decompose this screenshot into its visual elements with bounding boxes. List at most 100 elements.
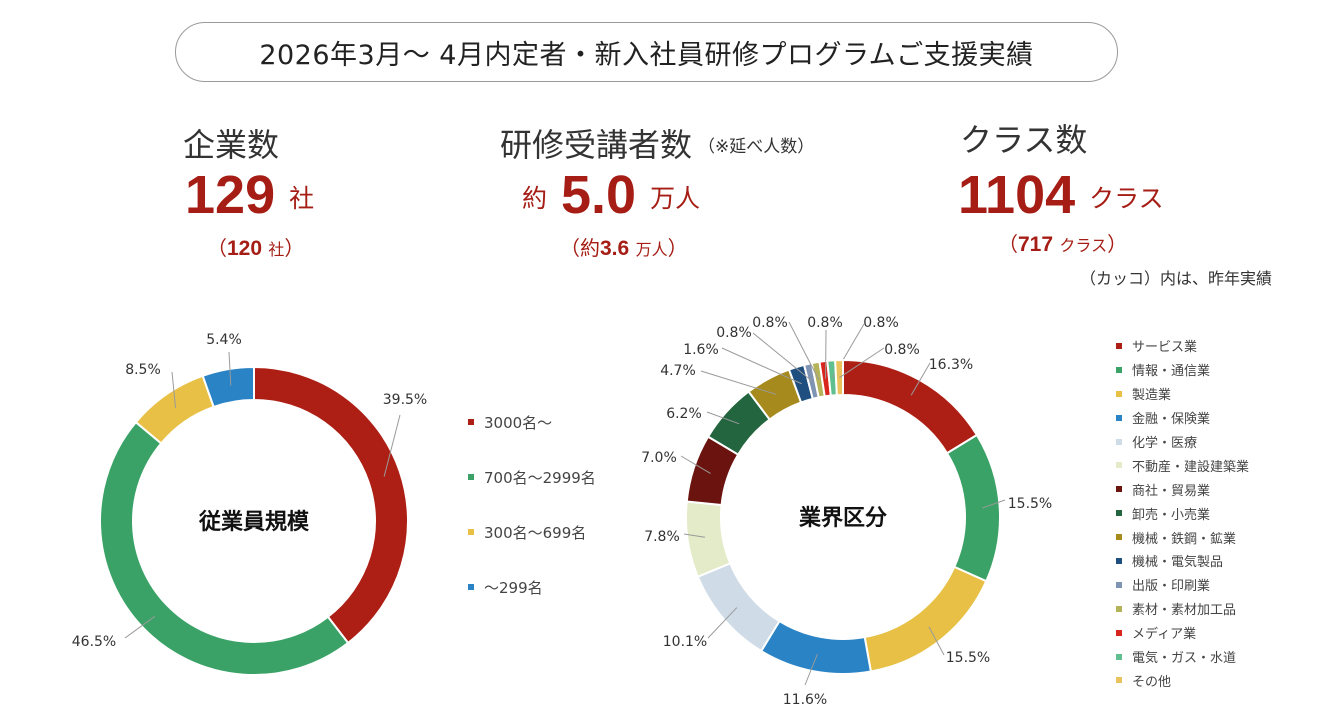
- legend-swatch: [1116, 581, 1122, 588]
- leader-line: [707, 607, 738, 639]
- data-label: 7.8%: [644, 529, 680, 545]
- donut-slice: [685, 500, 732, 578]
- legend-item: 機械・鉄鋼・鉱業: [1116, 525, 1249, 549]
- employee-size-chart-title: 従業員規模: [198, 509, 310, 535]
- classes-previous: （717 クラス）: [998, 228, 1127, 257]
- leader-line: [928, 626, 945, 656]
- data-label: 5.4%: [206, 332, 242, 348]
- legend-label: 化学・医療: [1132, 436, 1198, 451]
- data-label: 6.2%: [666, 406, 702, 422]
- legend-label: 商社・貿易業: [1132, 483, 1211, 499]
- legend-label: メディア業: [1132, 627, 1197, 643]
- leader-line: [683, 533, 706, 538]
- legend-swatch: [1116, 510, 1122, 517]
- data-label: 1.6%: [683, 342, 719, 358]
- donut-slice: [834, 358, 844, 397]
- companies-prev-unit: 社: [268, 240, 285, 259]
- participants-label: 研修受講者数: [500, 126, 693, 164]
- legend-label: 金融・保険業: [1132, 412, 1211, 428]
- data-label: 39.5%: [383, 392, 427, 408]
- participants-prefix: 約: [522, 184, 548, 213]
- leader-line: [910, 362, 931, 396]
- data-label: 0.8%: [716, 325, 752, 341]
- legend-swatch: [1116, 653, 1122, 660]
- legend-swatch: [1116, 438, 1122, 445]
- classes-unit: クラス: [1089, 184, 1164, 213]
- data-label: 15.5%: [946, 650, 990, 666]
- participants-value-row: 約 5.0 万人: [522, 164, 700, 226]
- classes-prev-open: （: [998, 232, 1018, 256]
- data-label: 0.8%: [807, 315, 843, 331]
- participants-prev-open: （約: [560, 236, 600, 260]
- legend-item: その他: [1116, 668, 1249, 692]
- legend-swatch: [468, 584, 474, 590]
- participants-prev-close: ）: [667, 236, 688, 260]
- legend-swatch: [1116, 414, 1122, 421]
- legend-label: 機械・電気製品: [1132, 555, 1224, 571]
- legend-swatch: [1116, 486, 1122, 493]
- donut-slice: [253, 365, 409, 645]
- leader-line: [383, 414, 401, 477]
- legend-item: 3000名～: [468, 412, 596, 467]
- legend-item: 700名～2999名: [468, 467, 596, 522]
- legend-label: 機械・鉄鋼・鉱業: [1132, 531, 1237, 547]
- companies-prev-close: ）: [284, 236, 305, 260]
- legend-swatch: [1116, 605, 1122, 612]
- legend-swatch: [1116, 390, 1122, 397]
- legend-item: 電気・ガス・水道: [1116, 645, 1249, 669]
- legend-item: 素材・素材加工品: [1116, 597, 1249, 621]
- leader-line: [124, 615, 156, 639]
- companies-prev-open: （: [207, 236, 227, 260]
- legend-item: 商社・貿易業: [1116, 477, 1249, 501]
- legend-swatch: [468, 474, 474, 480]
- data-label: 15.5%: [1008, 496, 1052, 512]
- legend-label: 不動産・建設建築業: [1132, 459, 1250, 475]
- legend-label: サービス業: [1132, 340, 1198, 356]
- legend-label: 素材・素材加工品: [1132, 603, 1237, 619]
- legend-label: 300名～699名: [484, 524, 587, 542]
- participants-previous: （約3.6 万人）: [560, 232, 688, 261]
- participants-note: （※延べ人数）: [698, 137, 815, 157]
- leader-line: [839, 347, 885, 378]
- companies-prev-value: 120: [227, 237, 263, 260]
- leader-line: [721, 347, 802, 385]
- legend-item: メディア業: [1116, 621, 1249, 645]
- participants-unit: 万人: [650, 184, 701, 213]
- legend-item: 情報・通信業: [1116, 358, 1249, 382]
- legend-item: 不動産・建設建築業: [1116, 453, 1249, 477]
- donut-slice: [134, 374, 215, 445]
- leader-line: [680, 455, 711, 474]
- data-label: 0.8%: [863, 315, 899, 331]
- employee-size-donut: 39.5% 46.5% 8.5% 5.4%: [72, 332, 427, 676]
- companies-value-row: 129 社: [185, 164, 314, 226]
- data-label: 10.1%: [663, 634, 707, 650]
- legend-item: 卸売・小売業: [1116, 501, 1249, 525]
- classes-prev-close: ）: [1107, 232, 1128, 256]
- legend-label: 情報・通信業: [1132, 364, 1211, 380]
- leader-line: [804, 653, 818, 686]
- classes-value-row: 1104 クラス: [958, 164, 1164, 226]
- donut-slice: [201, 365, 255, 409]
- legend-item: 300名～699名: [468, 522, 596, 577]
- companies-unit: 社: [289, 184, 315, 213]
- classes-prev-value: 717: [1018, 233, 1054, 256]
- legend-label: 電気・ガス・水道: [1132, 651, 1237, 667]
- legend-label: ～299名: [484, 579, 543, 597]
- legend-swatch: [1116, 557, 1122, 564]
- participants-prev-unit: 万人: [635, 240, 668, 259]
- data-label: 4.7%: [660, 363, 696, 379]
- companies-previous: （120 社）: [207, 232, 304, 261]
- legend-item: 出版・印刷業: [1116, 573, 1249, 597]
- companies-label: 企業数: [183, 126, 280, 164]
- data-label: 0.8%: [752, 315, 788, 331]
- legend-swatch: [1116, 629, 1122, 636]
- legend-item: サービス業: [1116, 334, 1249, 358]
- legend-swatch: [1116, 366, 1122, 373]
- legend-item: 製造業: [1116, 382, 1249, 406]
- legend-swatch: [1116, 677, 1122, 684]
- classes-label: クラス数: [960, 121, 1088, 159]
- legend-item: 機械・電気製品: [1116, 549, 1249, 573]
- donut-slice: [945, 433, 1001, 583]
- leader-line: [982, 499, 1006, 509]
- donut-charts: 39.5%46.5%8.5%5.4% 16.3%15.5%15.5%11.6%1…: [72, 315, 1052, 708]
